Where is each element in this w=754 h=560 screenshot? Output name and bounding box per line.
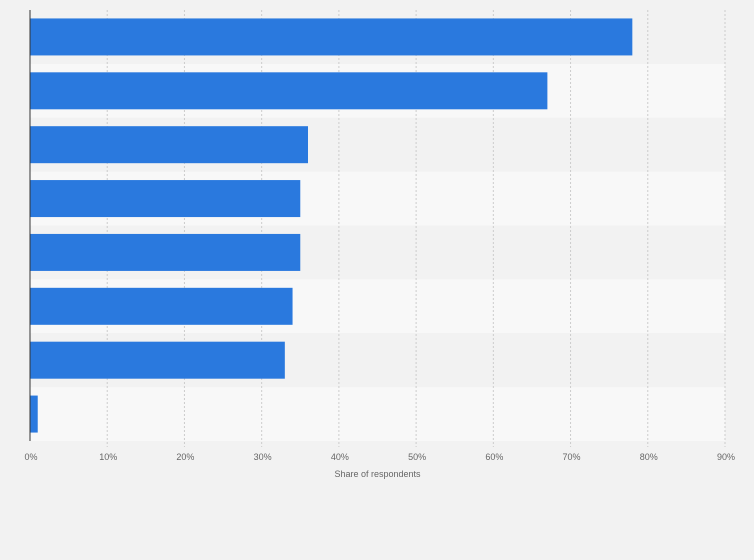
- x-tick-label: 10%: [99, 452, 117, 462]
- x-tick-label: 0%: [24, 452, 37, 462]
- bars: [30, 18, 633, 433]
- bar: [30, 287, 293, 325]
- row-band: [30, 387, 725, 441]
- bar: [30, 180, 301, 218]
- x-tick-label: 80%: [640, 452, 658, 462]
- bar: [30, 233, 301, 271]
- bar: [30, 395, 38, 433]
- x-tick-label: 20%: [176, 452, 194, 462]
- bar: [30, 72, 548, 110]
- x-axis-title: Share of respondents: [334, 469, 421, 479]
- x-tick-label: 60%: [485, 452, 503, 462]
- bar: [30, 126, 308, 164]
- bar: [30, 341, 285, 379]
- x-tick-label: 70%: [563, 452, 581, 462]
- x-tick-label: 40%: [331, 452, 349, 462]
- x-tick-label: 50%: [408, 452, 426, 462]
- x-tick-label: 90%: [717, 452, 735, 462]
- x-tick-labels: 0% 10% 20% 30% 40% 50% 60% 70% 80% 90%: [24, 452, 735, 462]
- x-tick-label: 30%: [254, 452, 272, 462]
- bar: [30, 18, 633, 56]
